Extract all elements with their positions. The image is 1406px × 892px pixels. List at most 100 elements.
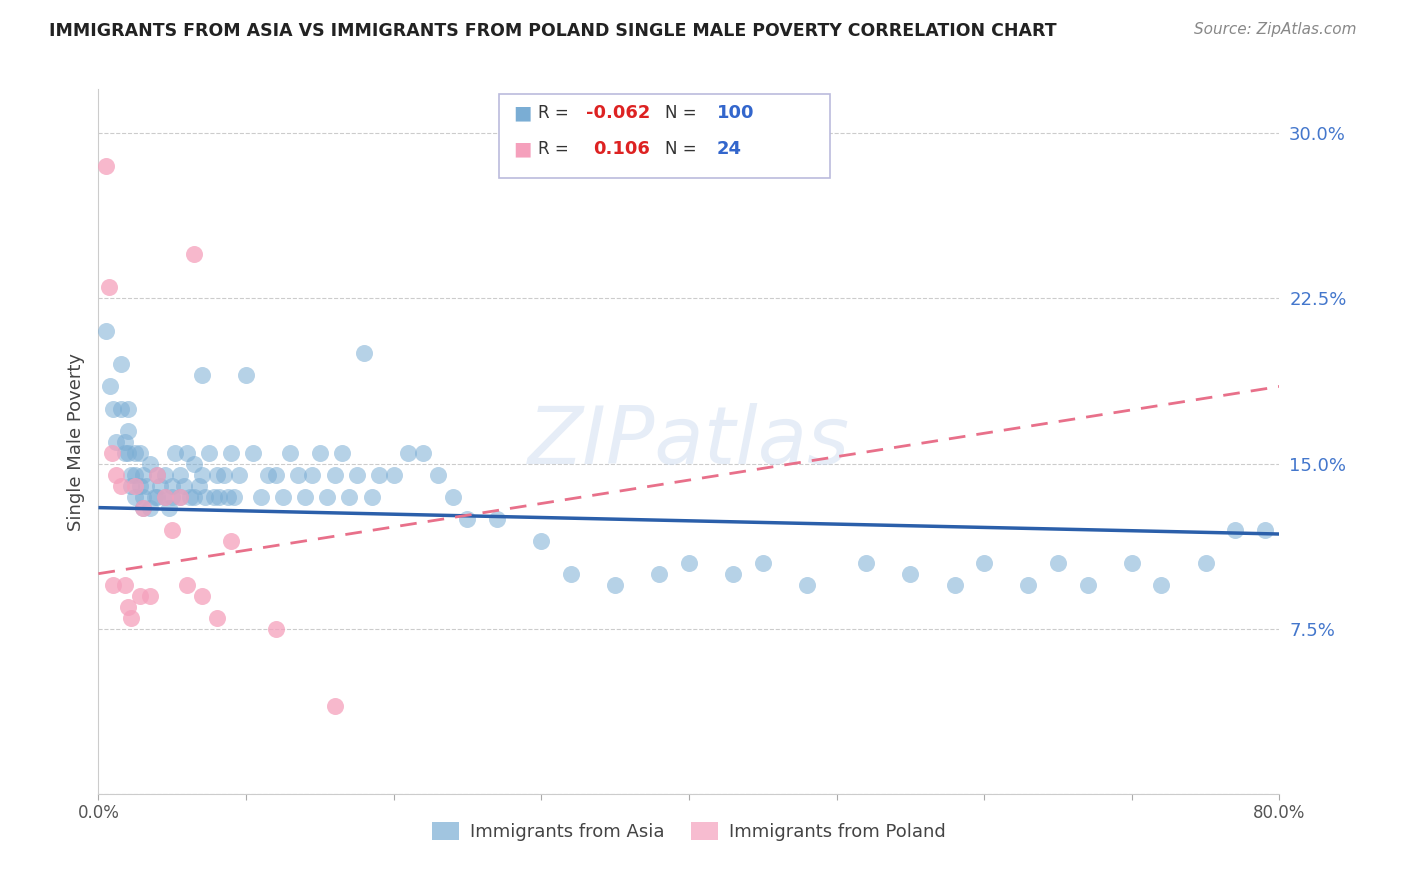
- Point: [287, 467, 309, 482]
- Point: [183, 457, 205, 471]
- Point: [191, 589, 214, 603]
- Point: [132, 490, 155, 504]
- Point: [183, 490, 205, 504]
- Point: [264, 622, 287, 636]
- Point: [678, 556, 700, 570]
- Text: IMMIGRANTS FROM ASIA VS IMMIGRANTS FROM POLAND SINGLE MALE POVERTY CORRELATION C: IMMIGRANTS FROM ASIA VS IMMIGRANTS FROM …: [49, 22, 1057, 40]
- Point: [110, 478, 132, 492]
- Point: [330, 445, 353, 459]
- Point: [205, 467, 228, 482]
- Point: [143, 490, 166, 504]
- Point: [132, 500, 155, 515]
- Point: [139, 500, 162, 515]
- Text: ■: ■: [513, 103, 531, 123]
- Point: [176, 577, 198, 591]
- Point: [530, 533, 553, 548]
- Point: [100, 445, 122, 459]
- Point: [153, 490, 176, 504]
- Point: [157, 500, 180, 515]
- Point: [943, 577, 966, 591]
- Point: [1121, 556, 1143, 570]
- Point: [183, 247, 205, 261]
- Point: [723, 566, 745, 581]
- Point: [139, 457, 162, 471]
- Point: [242, 445, 264, 459]
- Point: [560, 566, 582, 581]
- Point: [1195, 556, 1218, 570]
- Text: 24: 24: [717, 140, 742, 158]
- Point: [1225, 523, 1247, 537]
- Point: [128, 445, 150, 459]
- Point: [97, 280, 120, 294]
- Text: N =: N =: [665, 140, 696, 158]
- Y-axis label: Single Male Poverty: Single Male Poverty: [66, 352, 84, 531]
- Point: [900, 566, 922, 581]
- Point: [427, 467, 450, 482]
- Point: [250, 490, 273, 504]
- Point: [973, 556, 995, 570]
- Point: [128, 589, 150, 603]
- Point: [202, 490, 225, 504]
- Point: [124, 445, 146, 459]
- Point: [398, 445, 420, 459]
- Point: [205, 610, 228, 624]
- Point: [486, 511, 509, 525]
- Point: [120, 610, 142, 624]
- Point: [173, 478, 195, 492]
- Text: 100: 100: [717, 104, 755, 122]
- Point: [117, 445, 139, 459]
- Text: ■: ■: [513, 139, 531, 159]
- Point: [162, 490, 183, 504]
- Point: [146, 467, 169, 482]
- Point: [208, 490, 231, 504]
- Point: [316, 490, 339, 504]
- Point: [162, 523, 183, 537]
- Point: [139, 589, 162, 603]
- Point: [309, 445, 332, 459]
- Point: [124, 467, 146, 482]
- Point: [176, 445, 198, 459]
- Point: [752, 556, 775, 570]
- Point: [110, 358, 132, 372]
- Point: [165, 445, 187, 459]
- Point: [346, 467, 368, 482]
- Point: [221, 533, 243, 548]
- Text: R =: R =: [538, 140, 569, 158]
- Point: [605, 577, 627, 591]
- Point: [120, 478, 142, 492]
- Point: [153, 490, 176, 504]
- Point: [353, 346, 375, 360]
- Point: [198, 445, 221, 459]
- Point: [217, 490, 239, 504]
- Legend: Immigrants from Asia, Immigrants from Poland: Immigrants from Asia, Immigrants from Po…: [425, 814, 953, 848]
- Point: [257, 467, 280, 482]
- Point: [146, 467, 169, 482]
- Point: [117, 424, 139, 438]
- Point: [191, 368, 214, 383]
- Text: R =: R =: [538, 104, 569, 122]
- Text: 0.106: 0.106: [593, 140, 650, 158]
- Point: [114, 577, 136, 591]
- Point: [360, 490, 382, 504]
- Point: [132, 500, 155, 515]
- Point: [169, 490, 191, 504]
- Point: [103, 401, 125, 416]
- Point: [323, 467, 346, 482]
- Point: [114, 445, 136, 459]
- Point: [457, 511, 479, 525]
- Point: [162, 478, 183, 492]
- Point: [221, 445, 243, 459]
- Point: [94, 159, 117, 173]
- Point: [412, 445, 434, 459]
- Point: [1046, 556, 1070, 570]
- Point: [117, 401, 139, 416]
- Point: [368, 467, 391, 482]
- Text: -0.062: -0.062: [586, 104, 651, 122]
- Point: [212, 467, 235, 482]
- Point: [235, 368, 257, 383]
- Point: [191, 467, 214, 482]
- Point: [1077, 577, 1099, 591]
- Point: [1150, 577, 1173, 591]
- Point: [855, 556, 877, 570]
- Point: [271, 490, 294, 504]
